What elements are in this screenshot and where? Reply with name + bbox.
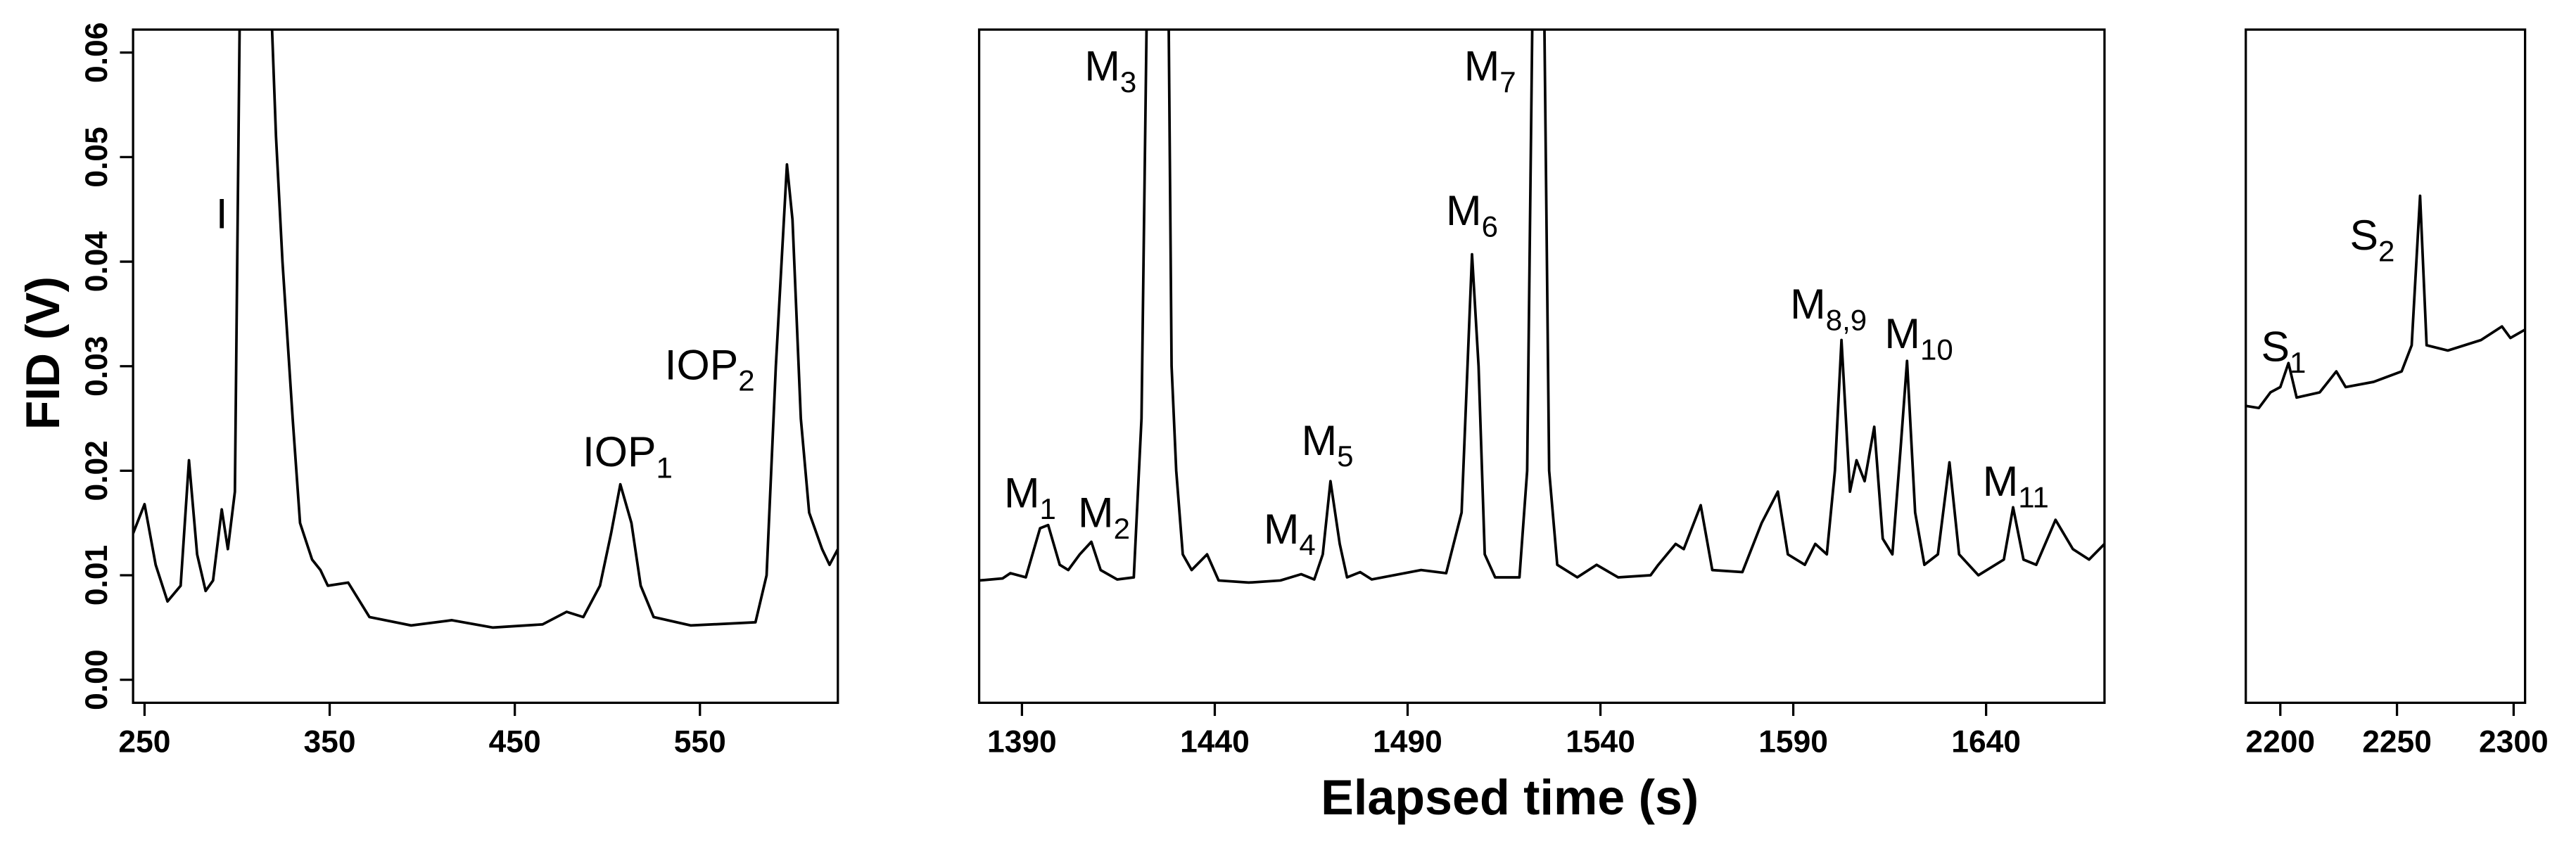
peak-label-sub: 5 [1337,440,1353,473]
x-tick-label: 550 [674,724,726,759]
plot-frame [2245,28,2527,704]
peak-label-sub: 3 [1120,65,1136,98]
y-tick-label: 0.03 [80,336,114,397]
peak-label-text: M [1464,41,1500,89]
y-tick-label: 0.04 [80,231,114,293]
peak-label-sub: 1 [656,451,672,484]
y-tick-label: 0.02 [80,440,114,501]
peak-label: M1 [1004,469,1056,525]
x-tick-label: 2300 [2479,724,2549,759]
peak-label-text: M [1078,489,1114,537]
peak-label-sub: 4 [1299,528,1315,561]
peak-label-text: M [1983,457,2019,505]
trace-line [979,30,2105,584]
peak-label-text: I [216,190,228,238]
peak-label-sub: 2 [738,364,754,397]
x-tick-label: 1390 [987,724,1057,759]
y-tick-label: 0.01 [80,545,114,605]
peak-label-text: M [1446,186,1482,234]
peak-label: IOP1 [583,428,673,484]
peak-label-text: S [2261,323,2289,371]
peak-label-sub: 2 [1114,512,1130,545]
peak-label: M8,9 [1790,280,1867,336]
y-axis-label: FID (V) [17,276,70,430]
peak-label: M4 [1264,505,1316,561]
y-tick-label: 0.06 [80,23,114,83]
plot-frame [977,28,2106,704]
peak-label-sub: 7 [1499,65,1516,98]
x-tick-label: 2250 [2362,724,2432,759]
peak-label: I [216,190,228,238]
peak-label: M5 [1302,416,1354,473]
peak-label: M11 [1983,457,2049,513]
peak-label-text: S [2350,211,2378,259]
peak-label-sub: 2 [2378,234,2394,267]
peak-label-text: IOP [665,340,739,388]
peak-label: M7 [1464,41,1516,98]
peak-label-text: M [1884,309,1920,357]
peak-label-sub: 8,9 [1826,303,1867,336]
peak-label-sub: 6 [1482,210,1498,243]
peak-label: M6 [1446,186,1498,243]
peak-label: M2 [1078,489,1130,545]
x-tick-label: 2200 [2245,724,2315,759]
trace-line [2245,194,2525,410]
x-tick-label: 1540 [1566,724,1635,759]
peak-label-sub: 11 [2018,481,2049,514]
x-tick-label: 250 [118,724,170,759]
x-tick-label: 1640 [1951,724,2021,759]
peak-label: M10 [1884,309,1953,366]
x-tick-label: 1440 [1180,724,1250,759]
y-tick-label: 0.05 [80,127,114,187]
peak-label: S1 [2261,323,2306,379]
peak-label-sub: 10 [1920,333,1953,366]
peak-label-text: M [1264,505,1300,553]
x-tick-label: 1490 [1373,724,1442,759]
x-tick-label: 450 [489,724,541,759]
peak-label-sub: 1 [2290,346,2306,379]
peak-label-sub: 1 [1040,492,1056,525]
x-tick-label: 1590 [1758,724,1828,759]
panel: 250 350 450 550 0.00 0.01 0.02 0.03 0.04 0.05 0.06… [80,23,839,759]
trace-line [133,30,838,629]
peak-label: M3 [1084,41,1136,98]
peak-label-text: M [1004,469,1040,517]
peak-label: S2 [2350,211,2395,267]
x-axis-label: Elapsed time (s) [1321,770,1699,825]
x-tick-label: 350 [304,724,356,759]
peak-label-text: M [1790,280,1826,328]
peak-label-text: M [1084,41,1120,89]
y-tick-label: 0.00 [80,649,114,710]
peak-label-text: IOP [583,428,656,475]
peak-label: IOP2 [665,340,755,397]
peak-label-text: M [1302,416,1338,464]
